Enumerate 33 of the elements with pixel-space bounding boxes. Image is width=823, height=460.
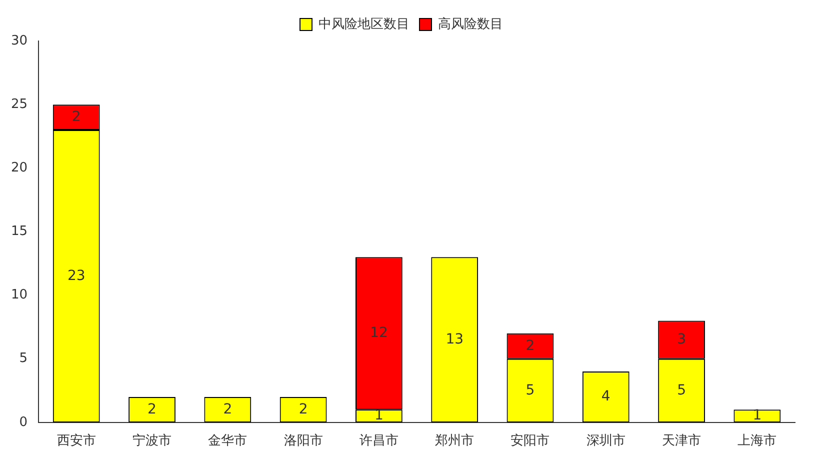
x-tick-label: 天津市	[662, 434, 702, 449]
data-label: 2	[223, 401, 232, 418]
data-label: 2	[526, 338, 535, 354]
y-tick-label: 15	[10, 224, 28, 240]
data-label: 12	[370, 325, 388, 342]
x-tick-label: 金华市	[208, 434, 248, 449]
data-label: 1	[374, 408, 384, 424]
data-label: 23	[67, 268, 86, 284]
x-tick-label: 许昌市	[359, 434, 398, 449]
y-tick-label: 5	[19, 351, 28, 366]
x-tick-label: 上海市	[738, 434, 777, 449]
data-label: 4	[601, 388, 610, 405]
x-tick-label: 郑州市	[435, 434, 474, 449]
legend-label: 高风险数目	[438, 16, 503, 32]
data-label: 5	[526, 382, 535, 398]
data-label: 5	[677, 382, 686, 398]
y-tick-label: 10	[10, 288, 28, 303]
x-tick-label: 西安市	[56, 432, 96, 449]
data-label: 2	[148, 401, 156, 418]
data-label: 1	[752, 408, 762, 424]
data-label: 2	[298, 401, 308, 418]
x-tick-label: 深圳市	[586, 434, 626, 449]
x-tick-label: 安阳市	[510, 432, 550, 449]
y-tick-label: 20	[10, 160, 28, 176]
y-tick-label: 30	[10, 33, 28, 48]
y-tick-label: 25	[10, 96, 28, 112]
x-tick-label: 洛阳市	[284, 434, 323, 449]
legend-label: 中风险地区数目	[318, 16, 410, 32]
y-tick-label: 0	[19, 414, 28, 430]
data-label: 13	[446, 331, 464, 348]
data-label: 3	[677, 331, 686, 348]
x-tick-label: 宁波市	[132, 432, 172, 449]
data-label: 2	[72, 108, 81, 125]
